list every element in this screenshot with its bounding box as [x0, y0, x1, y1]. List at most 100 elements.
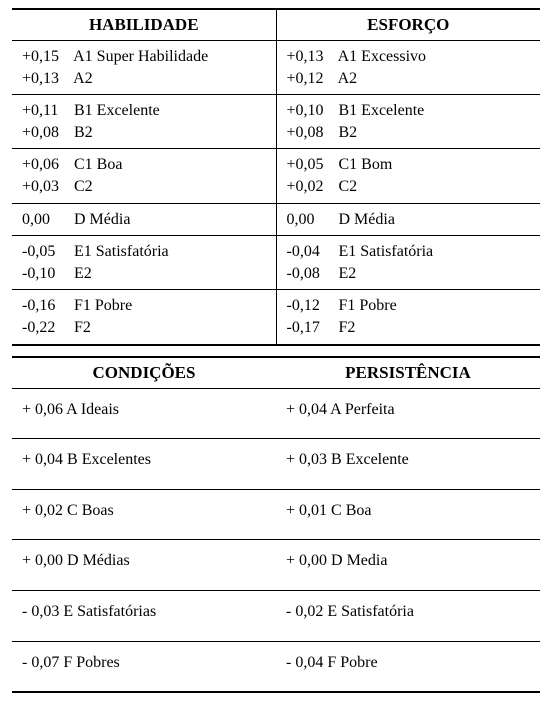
value: 0,00: [287, 209, 335, 231]
cell-line: +0,11 B1 Excelente: [22, 100, 266, 122]
table-row: +0,06 C1 Boa+0,03 C2+0,05 C1 Bom+0,02 C2: [12, 149, 540, 203]
table-cell: -0,04 E1 Satisfatória-0,08 E2: [276, 236, 540, 290]
table-row: + 0,06 A Ideais+ 0,04 A Perfeita: [12, 388, 540, 439]
cell-line: -0,04 E1 Satisfatória: [287, 241, 531, 263]
cell-line: +0,05 C1 Bom: [287, 154, 531, 176]
table-cell: + 0,04 A Perfeita: [276, 388, 540, 439]
table-cell: +0,06 C1 Boa+0,03 C2: [12, 149, 276, 203]
cell-line: +0,08 B2: [22, 122, 266, 144]
cell-line: -0,17 F2: [287, 317, 531, 339]
table-cell: + 0,02 C Boas: [12, 489, 276, 540]
table-condicoes-persistencia: CONDIÇÕES PERSISTÊNCIA + 0,06 A Ideais+ …: [12, 356, 540, 694]
cell-line: +0,13 A1 Excessivo: [287, 46, 531, 68]
header-persistencia: PERSISTÊNCIA: [276, 357, 540, 389]
cell-line: +0,12 A2: [287, 68, 531, 90]
header-condicoes: CONDIÇÕES: [12, 357, 276, 389]
table-cell: + 0,00 D Media: [276, 540, 540, 591]
cell-line: -0,10 E2: [22, 263, 266, 285]
label: A1 Super Habilidade: [70, 48, 208, 65]
cell-line: -0,12 F1 Pobre: [287, 295, 531, 317]
table-row: + 0,02 C Boas+ 0,01 C Boa: [12, 489, 540, 540]
value: +0,06: [22, 154, 70, 176]
value: +0,08: [22, 122, 70, 144]
label: F2: [70, 319, 91, 336]
label: E2: [70, 265, 92, 282]
table-cell: +0,13 A1 Excessivo+0,12 A2: [276, 41, 540, 95]
label: F2: [335, 319, 356, 336]
table-cell: +0,10 B1 Excelente+0,08 B2: [276, 95, 540, 149]
table-row: + 0,00 D Médias+ 0,00 D Media: [12, 540, 540, 591]
label: D Média: [335, 211, 395, 228]
table-cell: +0,11 B1 Excelente+0,08 B2: [12, 95, 276, 149]
table-cell: + 0,04 B Excelentes: [12, 439, 276, 490]
cell-line: -0,05 E1 Satisfatória: [22, 241, 266, 263]
table-cell: +0,15 A1 Super Habilidade+0,13 A2: [12, 41, 276, 95]
label: F1 Pobre: [335, 297, 397, 314]
table-row: - 0,03 E Satisfatórias- 0,02 E Satisfató…: [12, 590, 540, 641]
label: A2: [335, 70, 358, 87]
value: -0,12: [287, 295, 335, 317]
label: B2: [70, 124, 93, 141]
cell-line: +0,15 A1 Super Habilidade: [22, 46, 266, 68]
cell-line: +0,02 C2: [287, 176, 531, 198]
label: A1 Excessivo: [335, 48, 427, 65]
cell-line: +0,13 A2: [22, 68, 266, 90]
table-row: 0,00 D Média0,00 D Média: [12, 203, 540, 236]
table-cell: + 0,00 D Médias: [12, 540, 276, 591]
cell-line: -0,08 E2: [287, 263, 531, 285]
table-cell: - 0,04 F Pobre: [276, 641, 540, 692]
value: -0,17: [287, 317, 335, 339]
table-cell: +0,05 C1 Bom+0,02 C2: [276, 149, 540, 203]
table-cell: + 0,06 A Ideais: [12, 388, 276, 439]
table-cell: 0,00 D Média: [12, 203, 276, 236]
value: -0,08: [287, 263, 335, 285]
value: -0,16: [22, 295, 70, 317]
value: +0,08: [287, 122, 335, 144]
table-cell: -0,05 E1 Satisfatória-0,10 E2: [12, 236, 276, 290]
table-cell: 0,00 D Média: [276, 203, 540, 236]
label: E2: [335, 265, 357, 282]
value: +0,03: [22, 176, 70, 198]
table-row: + 0,04 B Excelentes+ 0,03 B Excelente: [12, 439, 540, 490]
value: +0,13: [287, 46, 335, 68]
cell-line: +0,06 C1 Boa: [22, 154, 266, 176]
value: +0,10: [287, 100, 335, 122]
table-habilidade-esforco: HABILIDADE ESFORÇO +0,15 A1 Super Habili…: [12, 8, 540, 346]
cell-line: +0,08 B2: [287, 122, 531, 144]
value: -0,10: [22, 263, 70, 285]
header-esforco: ESFORÇO: [276, 9, 540, 41]
table-cell: -0,12 F1 Pobre-0,17 F2: [276, 290, 540, 345]
table-cell: + 0,03 B Excelente: [276, 439, 540, 490]
value: +0,02: [287, 176, 335, 198]
label: E1 Satisfatória: [335, 243, 434, 260]
cell-line: -0,22 F2: [22, 317, 266, 339]
cell-line: 0,00 D Média: [287, 209, 531, 231]
value: -0,04: [287, 241, 335, 263]
label: C1 Boa: [70, 156, 122, 173]
table-cell: + 0,01 C Boa: [276, 489, 540, 540]
cell-line: -0,16 F1 Pobre: [22, 295, 266, 317]
table-row: -0,16 F1 Pobre-0,22 F2-0,12 F1 Pobre-0,1…: [12, 290, 540, 345]
label: C2: [335, 178, 358, 195]
label: E1 Satisfatória: [70, 243, 169, 260]
cell-line: +0,03 C2: [22, 176, 266, 198]
table-cell: - 0,03 E Satisfatórias: [12, 590, 276, 641]
value: +0,15: [22, 46, 70, 68]
label: F1 Pobre: [70, 297, 132, 314]
value: +0,13: [22, 68, 70, 90]
table-cell: -0,16 F1 Pobre-0,22 F2: [12, 290, 276, 345]
label: B2: [335, 124, 358, 141]
table-row: +0,11 B1 Excelente+0,08 B2+0,10 B1 Excel…: [12, 95, 540, 149]
value: -0,05: [22, 241, 70, 263]
value: +0,11: [22, 100, 70, 122]
label: C2: [70, 178, 93, 195]
cell-line: 0,00 D Média: [22, 209, 266, 231]
table-row: -0,05 E1 Satisfatória-0,10 E2-0,04 E1 Sa…: [12, 236, 540, 290]
label: D Média: [70, 211, 130, 228]
table-row: +0,15 A1 Super Habilidade+0,13 A2+0,13 A…: [12, 41, 540, 95]
header-habilidade: HABILIDADE: [12, 9, 276, 41]
label: C1 Bom: [335, 156, 393, 173]
label: B1 Excelente: [335, 102, 425, 119]
value: 0,00: [22, 209, 70, 231]
table-cell: - 0,02 E Satisfatória: [276, 590, 540, 641]
